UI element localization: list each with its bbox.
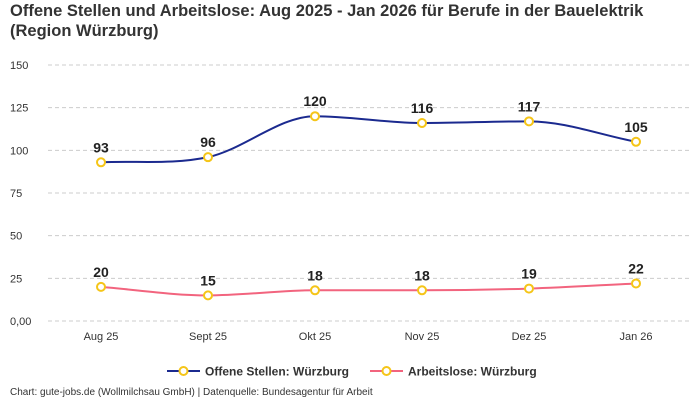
- data-point: [96, 281, 106, 292]
- series-line-1: [100, 282, 637, 297]
- data-label: 120: [303, 93, 327, 109]
- y-tick-label: 50: [10, 231, 22, 243]
- x-tick-label: Okt 25: [299, 331, 331, 343]
- x-tick-label: Sept 25: [189, 331, 227, 343]
- data-label: 22: [628, 260, 644, 276]
- data-label: 93: [93, 139, 109, 155]
- data-point: [417, 118, 427, 129]
- legend-marker: [381, 366, 392, 376]
- data-label: 116: [411, 100, 434, 116]
- data-point: [310, 285, 320, 296]
- data-label: 15: [200, 272, 216, 288]
- data-point: [524, 116, 534, 127]
- data-label: 18: [414, 267, 430, 283]
- x-tick-label: Dez 25: [512, 331, 547, 343]
- data-point: [417, 285, 427, 296]
- chart-title: Offene Stellen und Arbeitslose: Aug 2025…: [10, 2, 644, 40]
- y-tick-label: 150: [10, 60, 28, 72]
- y-tick-label: 100: [10, 145, 28, 157]
- data-point: [96, 157, 106, 168]
- data-label: 105: [624, 119, 648, 135]
- y-tick-label: 25: [10, 273, 22, 285]
- data-point: [203, 152, 213, 163]
- data-point: [631, 278, 641, 289]
- y-tick-label: 0,00: [10, 316, 31, 328]
- y-tick-label: 75: [10, 188, 22, 200]
- y-tick-label: 125: [10, 103, 28, 115]
- legend-marker: [178, 366, 189, 376]
- data-label: 19: [521, 266, 537, 282]
- legend-label: Offene Stellen: Würzburg: [205, 365, 349, 379]
- data-label: 20: [93, 264, 109, 280]
- data-point: [203, 290, 213, 301]
- data-label: 96: [200, 134, 216, 150]
- data-label: 18: [307, 267, 323, 283]
- x-tick-label: Jan 26: [619, 331, 652, 343]
- data-point: [310, 111, 320, 122]
- x-tick-label: Aug 25: [84, 331, 119, 343]
- source-note: Chart: gute-jobs.de (Wollmilchsau GmbH) …: [10, 387, 373, 398]
- data-label: 117: [518, 98, 541, 114]
- legend-label: Arbeitslose: Würzburg: [408, 365, 537, 379]
- data-point: [524, 283, 534, 294]
- x-tick-label: Nov 25: [405, 331, 440, 343]
- data-point: [631, 136, 641, 147]
- series-line-0: [100, 115, 637, 164]
